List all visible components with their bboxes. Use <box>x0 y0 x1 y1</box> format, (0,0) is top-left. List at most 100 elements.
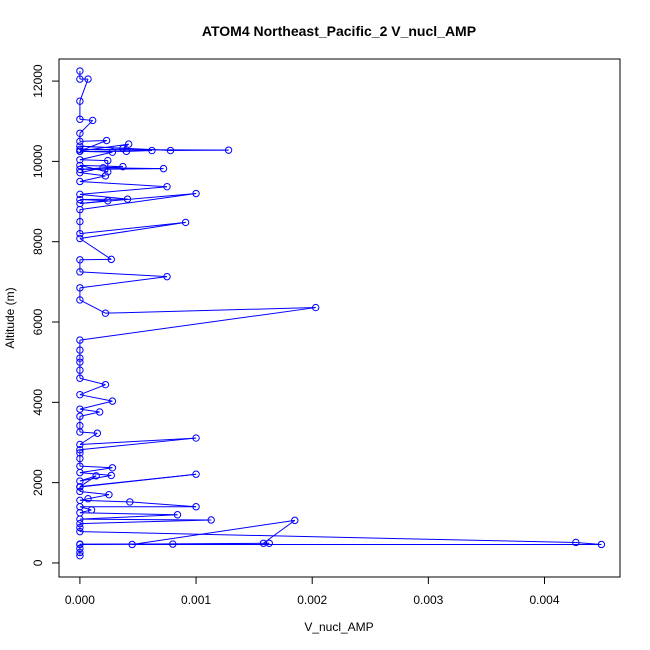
series-segment <box>79 166 123 170</box>
series-segment <box>79 221 186 235</box>
series-segment <box>79 164 123 168</box>
data-point <box>224 146 233 154</box>
y-tick-label: 12000 <box>31 64 45 98</box>
data-point <box>105 490 113 499</box>
data-point <box>76 544 84 553</box>
data-point <box>76 115 84 123</box>
data-point <box>102 136 111 145</box>
data-point <box>76 229 84 238</box>
data-point <box>76 405 84 413</box>
data-point <box>192 189 200 198</box>
data-point <box>76 336 84 344</box>
data-point <box>76 346 84 354</box>
series-segment <box>79 531 576 543</box>
data-point <box>76 165 84 174</box>
data-point <box>88 116 97 125</box>
data-point <box>87 506 96 514</box>
y-axis-label: Altitude (m) <box>3 287 17 348</box>
series-segment <box>79 140 107 142</box>
y-axis: 0 2000 4000 6000 8000 10000 12000 <box>31 64 60 566</box>
data-point <box>192 434 200 442</box>
data-point <box>76 421 84 430</box>
data-point <box>104 156 112 165</box>
series-segment <box>79 509 92 514</box>
data-point <box>76 548 84 557</box>
data-point <box>107 471 115 480</box>
x-tick-label: 0.003 <box>413 593 443 607</box>
data-point <box>76 358 84 366</box>
series-segment <box>79 499 130 503</box>
data-point <box>101 380 110 389</box>
data-point <box>76 137 84 146</box>
series-segment <box>79 490 109 496</box>
data-point <box>291 516 299 525</box>
data-point <box>181 218 190 227</box>
data-point <box>76 374 84 382</box>
data-point <box>126 498 134 506</box>
x-tick-label: 0.002 <box>297 593 327 607</box>
data-point <box>163 182 171 191</box>
data-point <box>76 366 84 374</box>
x-axis: 0.000 0.001 0.002 0.003 0.004 <box>65 576 560 607</box>
data-point <box>265 539 273 547</box>
series-segment <box>79 519 212 525</box>
data-point <box>173 511 182 519</box>
y-tick-label: 2000 <box>31 469 45 496</box>
y-tick-label: 0 <box>31 559 45 566</box>
series-segment <box>79 193 197 211</box>
series-segment <box>79 78 89 102</box>
series-segment <box>79 474 112 482</box>
x-tick-label: 0.001 <box>181 593 211 607</box>
series-segment <box>79 542 270 545</box>
series-segment <box>79 143 129 152</box>
data-point <box>76 284 84 292</box>
data-point <box>76 168 84 177</box>
data-point <box>76 234 84 243</box>
series-segment <box>79 299 106 314</box>
data-point <box>76 540 84 549</box>
data-point <box>108 464 117 472</box>
data-point <box>76 190 84 199</box>
series-segment <box>79 238 112 260</box>
data-point <box>76 142 84 150</box>
data-point <box>108 148 117 156</box>
data-point <box>128 540 136 549</box>
x-tick-label: 0.000 <box>65 593 95 607</box>
series-segment <box>79 472 112 476</box>
data-point <box>119 162 127 171</box>
series-segment <box>79 168 164 170</box>
series-segment <box>263 519 296 544</box>
series-segment <box>79 151 113 161</box>
series-segment <box>79 186 168 195</box>
data-point <box>572 538 580 547</box>
data-point <box>76 354 84 362</box>
data-point <box>84 494 92 503</box>
series-segment <box>79 437 197 451</box>
y-tick-label: 8000 <box>31 228 45 255</box>
series-segment <box>79 271 168 278</box>
data-point <box>76 67 84 75</box>
series-segment <box>79 175 106 182</box>
data-point <box>76 195 84 204</box>
data-point <box>76 496 84 505</box>
data-point <box>166 146 175 155</box>
y-tick-label: 10000 <box>31 144 45 178</box>
series-segment <box>79 145 123 150</box>
data-point <box>107 255 115 264</box>
data-point <box>76 199 84 208</box>
data-point <box>84 75 92 83</box>
x-tick-label: 0.004 <box>529 593 559 607</box>
data-point <box>192 503 200 511</box>
data-point <box>119 144 127 153</box>
data-point <box>76 161 84 170</box>
series-segment <box>79 437 197 445</box>
data-point <box>101 309 110 317</box>
data-point <box>76 523 84 532</box>
data-point <box>124 140 133 148</box>
data-point <box>163 272 171 281</box>
series-segment <box>79 172 106 177</box>
data-point <box>76 482 84 491</box>
data-point <box>597 540 606 549</box>
series-segment <box>79 506 92 511</box>
